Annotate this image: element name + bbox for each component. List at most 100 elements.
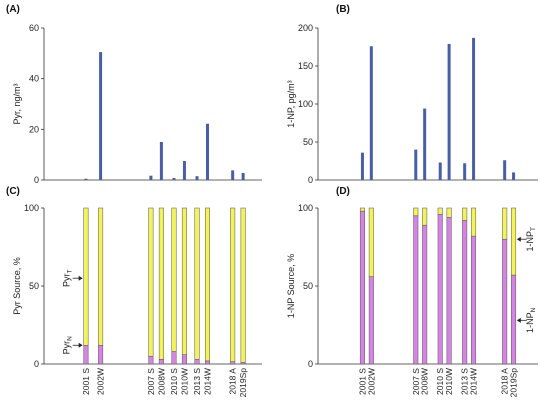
panel-d-bar-native xyxy=(359,210,365,365)
panel-a-y-axis-label: Pyr, ng/m³ xyxy=(12,83,22,124)
panel-d-annotation-np-n: 1-NPN xyxy=(525,307,537,333)
panel-d-x-tick-label: 2013 S xyxy=(460,368,470,395)
panel-a-bar xyxy=(206,123,209,180)
panel-d-bar-transported xyxy=(471,207,477,237)
panel-b: (B) 0 50 100 150 200 1-NP, pg/m³ xyxy=(286,4,538,185)
panel-d-bar-transported xyxy=(437,207,443,215)
panel-d-bar-native xyxy=(368,276,374,365)
panel-b-y-tick-label: 50 xyxy=(303,137,313,147)
panel-a-bar xyxy=(84,178,88,180)
panel-a-y-tick-label: 0 xyxy=(34,175,39,185)
panel-c-y-tick-label: 0 xyxy=(34,359,39,369)
panel-b-bar xyxy=(414,149,418,180)
panel-c-x-tick-label: 2008W xyxy=(156,368,166,395)
panel-c-annotation-pyr-n: PyrN xyxy=(62,336,74,355)
annotation-sub: T xyxy=(67,269,74,273)
panel-c-annotation-arrowhead xyxy=(78,275,83,281)
panel-c-annotation-pyr-t: PyrT xyxy=(62,269,74,287)
panel-b-y-tick-label: 150 xyxy=(298,61,313,71)
panel-a-bar xyxy=(195,176,199,180)
panel-d-bar-native xyxy=(437,213,443,365)
panel-c-x-tick-label: 2019Sp xyxy=(238,368,248,398)
panel-c-bar-native xyxy=(148,355,154,365)
panel-b-bar xyxy=(447,43,451,181)
panel-d-y-tick-label: 50 xyxy=(303,281,313,291)
panel-b-bar xyxy=(463,163,467,180)
panel-c-bar-native xyxy=(181,354,187,365)
panel-d-bar-native xyxy=(471,235,477,365)
panel-c-x-tick-label: 2010 S xyxy=(169,368,179,395)
panel-a-bar xyxy=(172,177,176,180)
panel-b-y-tick-label: 0 xyxy=(308,175,313,185)
panel-c-x-tick-label: 2018 A xyxy=(228,368,238,395)
panel-c-x-tick-label: 2001 S xyxy=(81,368,91,395)
annotation-sub: N xyxy=(530,307,537,312)
panel-c-bar-transported xyxy=(158,207,164,360)
panel-d-bar-native xyxy=(422,224,428,365)
panel-d-bar-native xyxy=(413,215,419,365)
annotation-main: Pyr xyxy=(62,341,72,355)
panel-d-bar-transported xyxy=(462,207,468,221)
panel-d-bar-native xyxy=(502,238,508,365)
panel-c-x-tick-label: 2002W xyxy=(96,368,106,395)
panel-d-bar-transported xyxy=(422,207,428,226)
panel-c-bar-native xyxy=(194,359,200,365)
annotation-sub: N xyxy=(67,336,74,341)
panel-d-bar-transported xyxy=(502,207,508,240)
panel-c-x-tick-label: 2014W xyxy=(203,368,213,395)
panel-a-label: (A) xyxy=(6,4,20,15)
panel-c-bar-transported xyxy=(240,207,246,363)
panel-d-x-tick-label: 2010W xyxy=(444,368,454,395)
annotation-main: Pyr xyxy=(62,273,72,287)
panel-b-bar xyxy=(423,108,427,180)
panel-d-x-tick-label: 2014W xyxy=(469,368,479,395)
panel-d-bar-native xyxy=(446,217,452,365)
panel-b-y-tick-label: 200 xyxy=(298,23,313,33)
panel-b-y-axis-label: 1-NP, pg/m³ xyxy=(286,80,296,127)
panel-a-y-tick-label: 40 xyxy=(29,74,39,84)
panel-d-bar-transported xyxy=(359,207,365,212)
panel-a: (A) 0 20 40 60 Pyr, ng/m³ xyxy=(6,4,262,185)
panel-a-bar xyxy=(159,142,163,180)
panel-c-bar-native xyxy=(171,351,177,365)
panel-d-bar-native xyxy=(511,274,517,365)
panel-c-label: (C) xyxy=(6,186,20,197)
panel-d-x-tick-label: 2008W xyxy=(420,368,430,395)
panel-d-bar-transported xyxy=(413,207,419,217)
panel-d-annotation-arrowhead xyxy=(516,236,521,242)
panel-c-bar-transported xyxy=(194,207,200,360)
panel-c-bar-transported xyxy=(83,207,89,346)
panel-a-bar xyxy=(182,161,186,180)
panel-b-bar xyxy=(369,46,373,180)
panel-d-x-tick-label: 2019Sp xyxy=(509,368,519,398)
panel-d-x-tick-label: 2007 S xyxy=(411,368,421,395)
panel-a-y-tick-label: 60 xyxy=(29,23,39,33)
panel-c-bar-transported xyxy=(171,207,177,352)
panel-d-y-tick-label: 100 xyxy=(298,203,313,213)
panel-d-bar-native xyxy=(462,220,468,365)
panel-d-bar-transported xyxy=(446,207,452,218)
annotation-main: 1-NP xyxy=(525,312,535,333)
panel-d-y-tick-label: 0 xyxy=(308,359,313,369)
panel-d-annotation-np-t: 1-NPT xyxy=(525,227,537,252)
annotation-main: 1-NP xyxy=(525,231,535,252)
panel-c-y-tick-label: 100 xyxy=(24,203,39,213)
panel-d-x-tick-label: 2010 S xyxy=(435,368,445,395)
panel-d-x-tick-label: 2018 A xyxy=(500,368,510,395)
panel-c-bar-transported xyxy=(148,207,154,357)
panel-c-bar-transported xyxy=(205,207,210,362)
panel-c-annotation-arrowhead xyxy=(78,342,83,348)
panel-c-bar-native xyxy=(98,345,104,365)
panel-b-bar xyxy=(360,152,364,180)
panel-c-x-tick-label: 2013 S xyxy=(192,368,202,395)
panel-a-bar xyxy=(241,172,245,180)
panel-c-x-tick-label: 2007 S xyxy=(146,368,156,395)
panel-d-label: (D) xyxy=(336,186,350,197)
panel-c-bar-native xyxy=(205,360,210,365)
annotation-sub: T xyxy=(530,227,537,231)
panel-c-bar-native xyxy=(158,359,164,365)
panel-d-annotation-arrowhead xyxy=(516,317,521,323)
